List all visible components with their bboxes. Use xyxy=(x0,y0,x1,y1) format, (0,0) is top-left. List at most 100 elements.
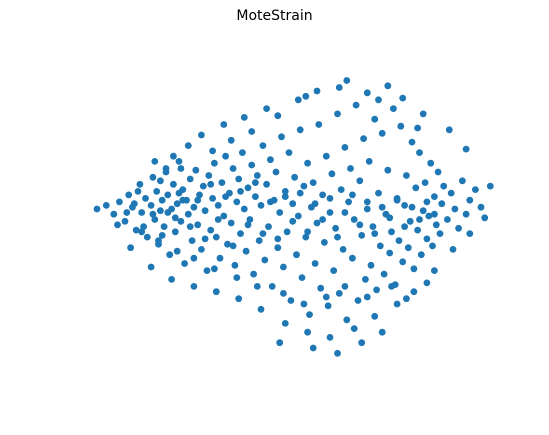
scatter-point xyxy=(324,302,332,310)
scatter-point xyxy=(278,133,285,141)
scatter-point xyxy=(401,223,408,231)
scatter-point xyxy=(102,202,110,209)
scatter-point xyxy=(296,189,304,197)
scatter-point xyxy=(227,136,235,144)
scatter-point xyxy=(309,344,317,352)
scatter-point xyxy=(334,110,341,118)
scatter-point xyxy=(429,242,436,250)
scatter-point xyxy=(378,328,386,336)
scatter-point xyxy=(294,212,302,220)
scatter-point xyxy=(272,168,280,176)
scatter-point xyxy=(369,223,377,231)
scatter-point xyxy=(289,200,297,208)
scatter-point xyxy=(173,247,181,255)
scatter-points xyxy=(93,77,494,357)
scatter-point xyxy=(151,216,159,223)
scatter-point xyxy=(410,288,418,296)
scatter-point xyxy=(315,121,323,128)
scatter-point xyxy=(388,228,395,236)
scatter-point xyxy=(341,283,349,290)
scatter-point xyxy=(190,203,198,211)
scatter-point xyxy=(414,124,421,132)
scatter-point xyxy=(287,297,295,304)
scatter-point xyxy=(209,195,217,202)
scatter-point xyxy=(332,224,339,232)
scatter-point xyxy=(322,293,330,301)
scatter-point xyxy=(281,320,289,327)
scatter-point xyxy=(362,276,369,283)
scatter-point xyxy=(263,105,270,112)
scatter-point xyxy=(274,244,282,252)
scatter-point xyxy=(138,209,146,216)
scatter-point xyxy=(296,126,304,134)
scatter-point xyxy=(244,221,252,229)
scatter-point xyxy=(222,152,230,160)
scatter-point xyxy=(261,256,269,264)
scatter-point xyxy=(171,228,179,236)
scatter-point xyxy=(244,184,252,192)
scatter-point xyxy=(177,217,185,225)
chart-title: MoteStrain xyxy=(236,8,313,24)
scatter-point xyxy=(164,209,172,216)
scatter-point xyxy=(414,226,421,234)
scatter-point xyxy=(227,219,235,227)
scatter-point xyxy=(289,217,297,225)
scatter-point xyxy=(293,251,300,259)
scatter-point xyxy=(363,293,371,301)
scatter-point xyxy=(373,286,380,294)
scatter-point xyxy=(427,159,435,167)
scatter-point xyxy=(268,283,276,290)
scatter-point xyxy=(255,237,263,245)
scatter-point xyxy=(358,339,366,347)
scatter-point xyxy=(434,168,442,176)
scatter-point xyxy=(138,228,146,236)
scatter-point xyxy=(274,112,282,120)
scatter-point xyxy=(440,182,448,190)
scatter-point xyxy=(371,115,379,123)
scatter-point xyxy=(459,177,466,185)
scatter-point xyxy=(240,205,248,213)
scatter-point xyxy=(259,142,267,150)
scatter-point xyxy=(214,202,222,209)
scatter-point xyxy=(345,198,352,206)
scatter-point xyxy=(194,196,202,204)
scatter-point xyxy=(358,232,366,239)
scatter-point xyxy=(173,200,181,208)
scatter-point xyxy=(147,202,155,209)
scatter-point xyxy=(216,254,224,262)
scatter-point xyxy=(235,295,243,303)
scatter-point xyxy=(309,179,317,187)
scatter-point xyxy=(196,191,203,199)
scatter-point xyxy=(175,189,183,197)
scatter-point xyxy=(205,172,213,179)
scatter-point xyxy=(319,191,326,199)
scatter-point xyxy=(481,214,489,222)
scatter-point xyxy=(445,126,453,134)
scatter-point xyxy=(194,221,202,229)
scatter-point xyxy=(280,290,287,297)
scatter-point xyxy=(408,203,416,211)
scatter-point xyxy=(207,226,215,234)
scatter-point xyxy=(363,198,371,206)
scatter-point xyxy=(444,216,451,223)
scatter-point xyxy=(408,138,416,146)
scatter-point xyxy=(354,297,362,304)
scatter-point xyxy=(416,149,423,157)
scatter-point xyxy=(177,165,185,172)
scatter-point xyxy=(248,161,256,169)
scatter-point xyxy=(390,105,397,112)
scatter-point xyxy=(371,230,379,238)
scatter-point xyxy=(147,263,155,271)
scatter-point xyxy=(198,246,205,253)
scatter-point xyxy=(486,182,494,190)
scatter-point xyxy=(116,198,123,206)
scatter-point xyxy=(110,210,118,218)
scatter-point xyxy=(462,210,470,218)
scatter-point xyxy=(384,166,392,174)
scatter-point xyxy=(164,191,172,199)
scatter-point xyxy=(386,214,394,222)
scatter-point xyxy=(143,233,151,241)
scatter-point xyxy=(218,179,226,187)
scatter-point xyxy=(252,179,259,187)
scatter-point xyxy=(335,84,343,91)
